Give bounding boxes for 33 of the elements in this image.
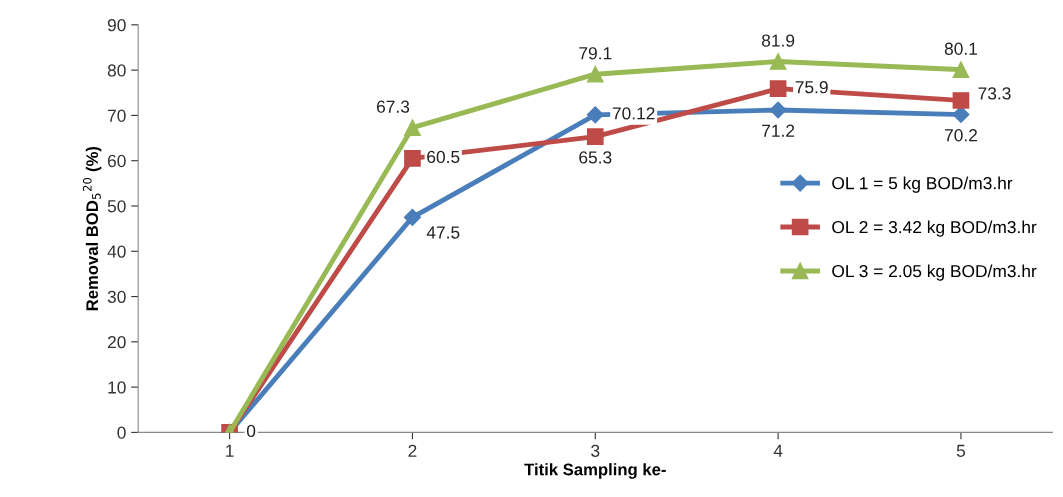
y-tick-label: 90 bbox=[107, 19, 126, 32]
data-label: 60.5 bbox=[427, 150, 460, 164]
data-label: 0 bbox=[246, 424, 256, 438]
data-label: 79.1 bbox=[579, 47, 612, 60]
data-label: 80.1 bbox=[944, 42, 977, 55]
data-label: 67.3 bbox=[376, 100, 410, 113]
data-label: 73.3 bbox=[978, 87, 1011, 100]
y-tick-label: 40 bbox=[107, 245, 126, 258]
data-label: 75.9 bbox=[795, 81, 828, 94]
legend-label: OL 2 = 3.42 kg BOD/m3.hr bbox=[832, 220, 1037, 237]
x-tick-label: 5 bbox=[956, 444, 966, 457]
legend-label: OL 3 = 2.05 kg BOD/m3.hr bbox=[832, 264, 1037, 281]
x-tick-label: 4 bbox=[773, 444, 783, 457]
y-tick-label: 30 bbox=[107, 290, 126, 303]
data-label: 71.2 bbox=[762, 124, 795, 137]
x-axis-title: Titik Sampling ke- bbox=[524, 463, 666, 479]
x-tick-label: 3 bbox=[591, 444, 600, 457]
y-tick-label: 50 bbox=[107, 200, 126, 213]
y-tick-label: 80 bbox=[107, 64, 126, 77]
legend-label: OL 1 = 5 kg BOD/m3.hr bbox=[832, 176, 1013, 193]
data-label: 81.9 bbox=[761, 34, 795, 47]
y-tick-label: 20 bbox=[107, 335, 126, 349]
data-label: 70.2 bbox=[944, 129, 977, 142]
data-label: 65.3 bbox=[579, 151, 612, 164]
x-tick-label: 1 bbox=[226, 444, 234, 457]
y-tick-label: 60 bbox=[107, 154, 126, 168]
y-tick-label: 10 bbox=[108, 381, 126, 394]
y-tick-label: 0 bbox=[117, 426, 126, 439]
x-tick-label: 2 bbox=[408, 444, 417, 457]
y-axis-title: Removal BOD$_{5}$$^{20}$ (%) bbox=[82, 146, 102, 311]
y-tick-label: 70 bbox=[107, 109, 126, 122]
data-label: 70.12 bbox=[612, 107, 655, 120]
data-label: 47.5 bbox=[426, 226, 460, 239]
